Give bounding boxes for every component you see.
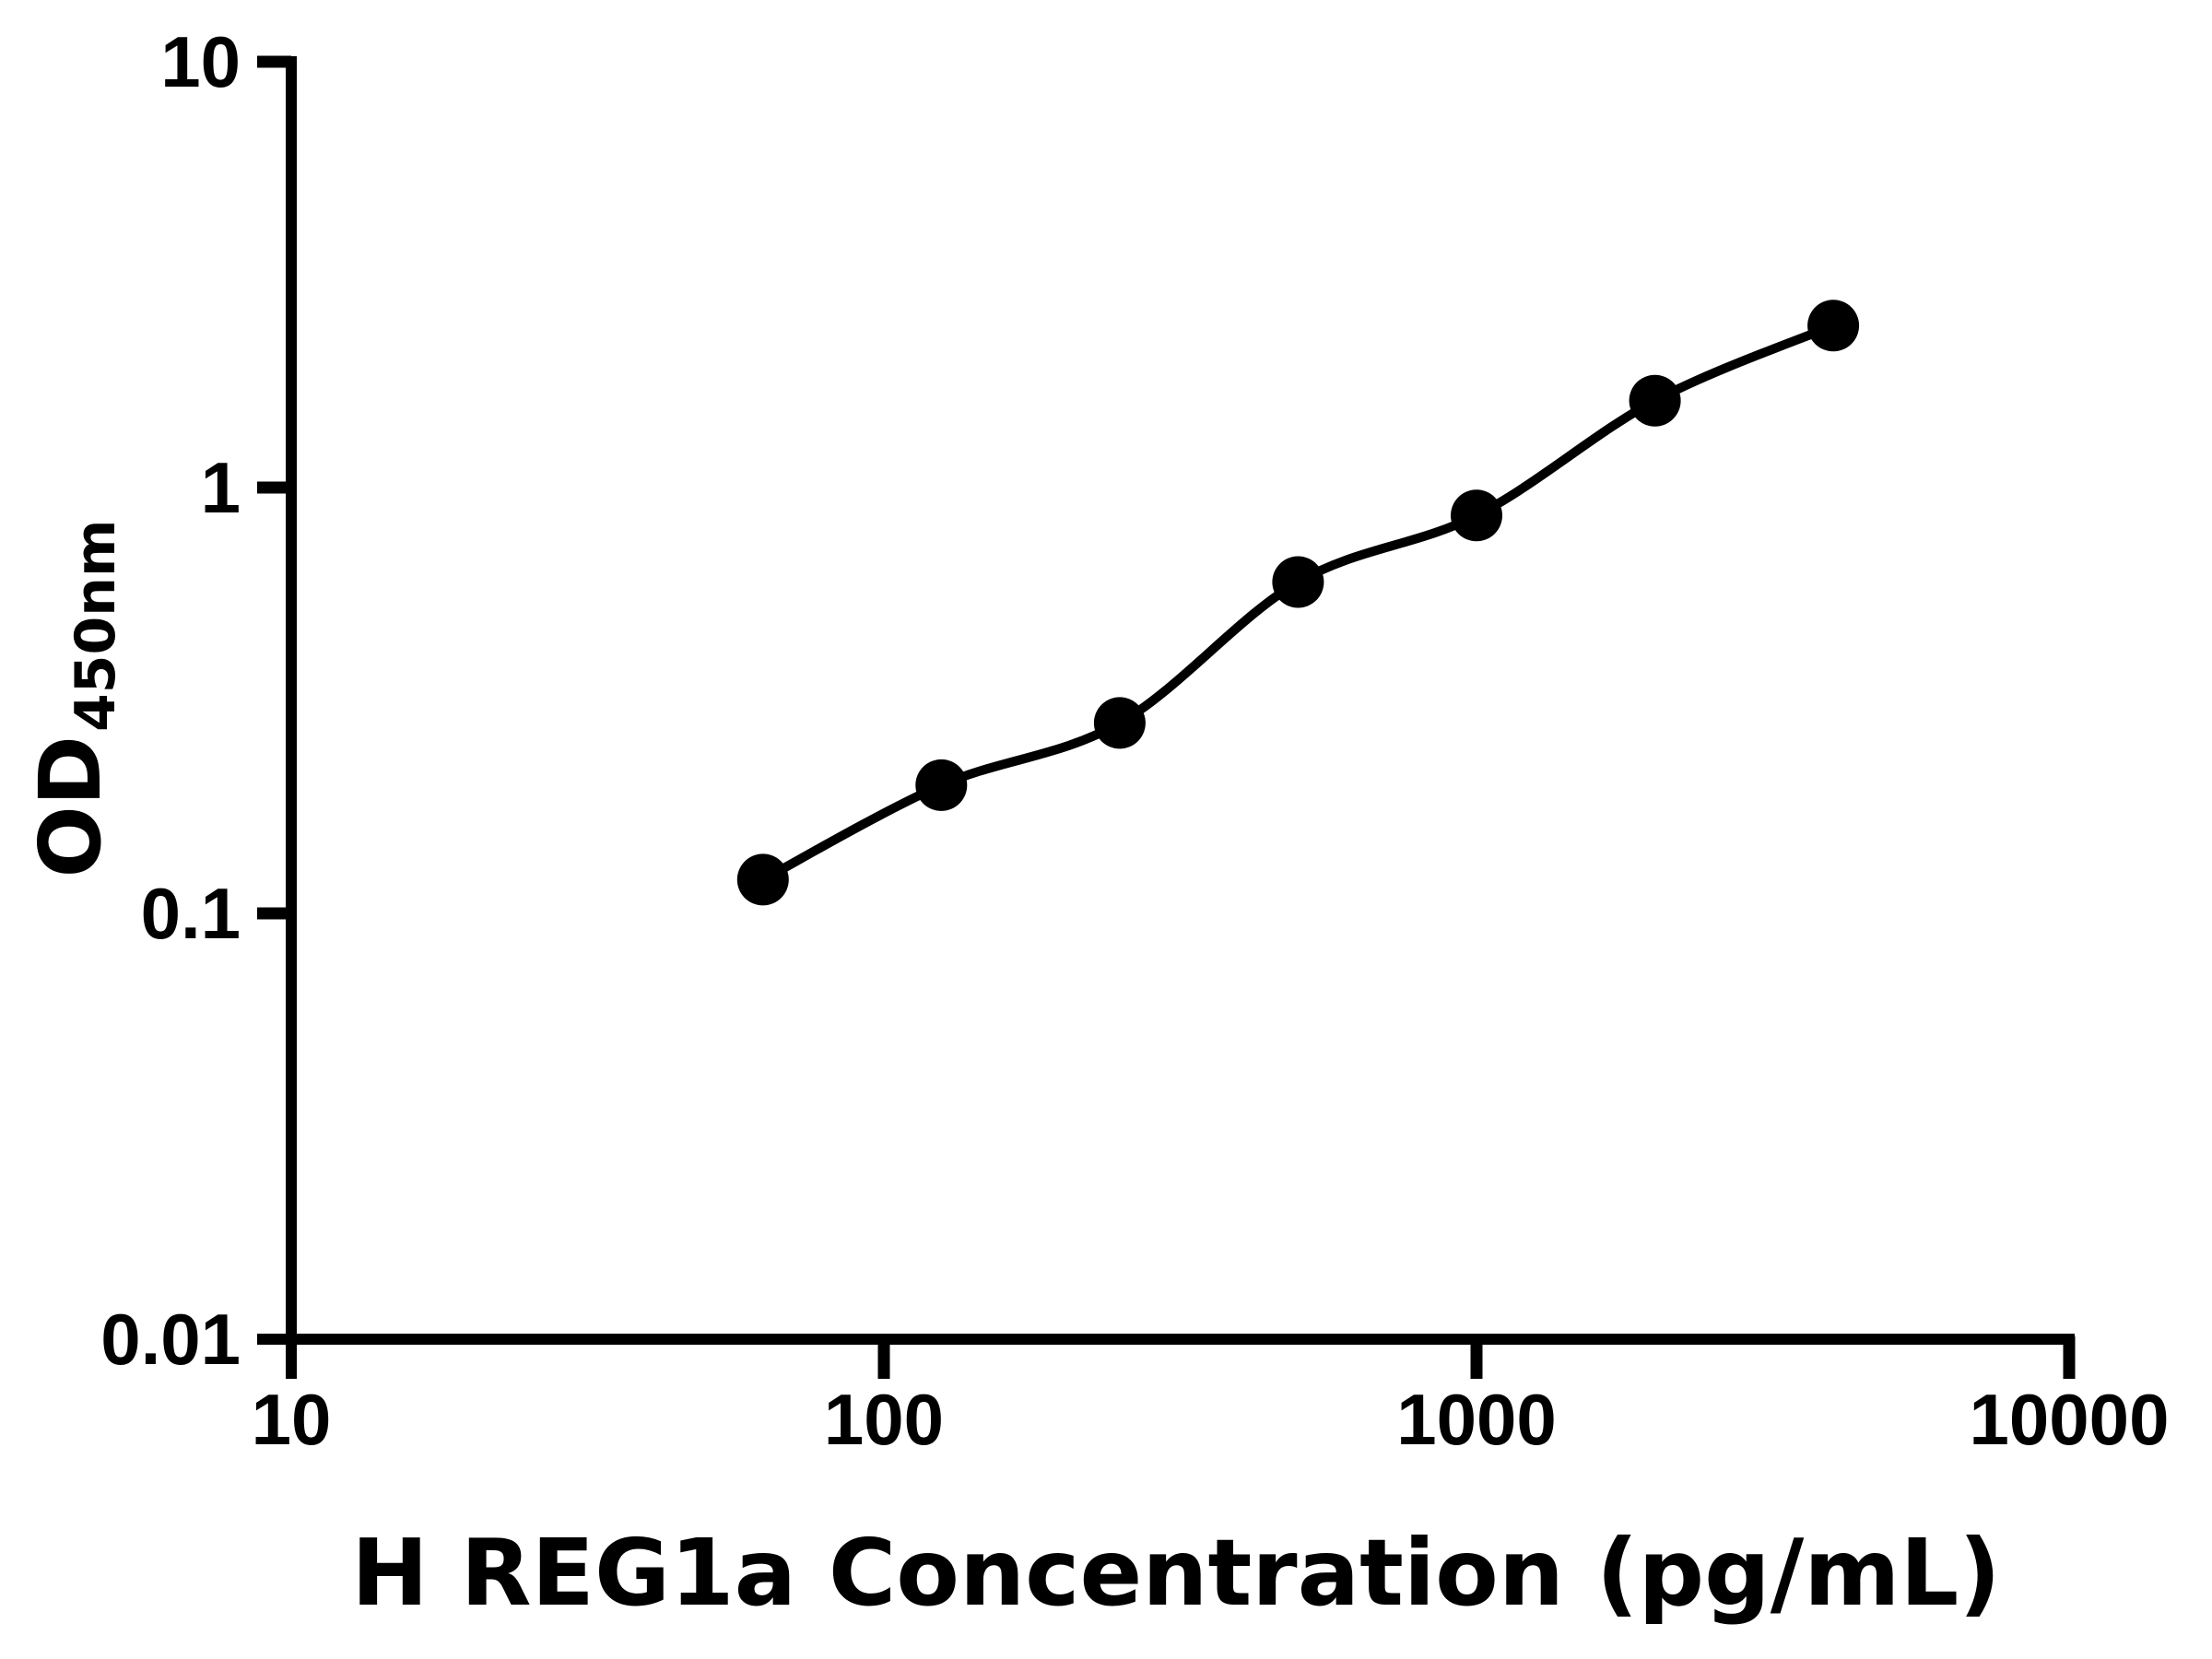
y-axis-title: OD 450nm bbox=[21, 519, 128, 877]
axes-layer bbox=[257, 55, 2076, 1379]
x-tick-label: 100 bbox=[824, 1379, 944, 1460]
y-tick-label: 1 bbox=[201, 447, 241, 528]
data-point-marker bbox=[736, 853, 789, 906]
data-point-marker bbox=[1272, 556, 1324, 608]
data-point-marker bbox=[1451, 489, 1502, 542]
y-axis-title-subscript: 450nm bbox=[64, 519, 128, 731]
data-point-marker bbox=[1093, 697, 1146, 749]
y-axis-title-main: OD bbox=[21, 735, 120, 878]
x-tick-label: 1000 bbox=[1396, 1379, 1557, 1460]
y-tick-label: 0.01 bbox=[100, 1299, 241, 1380]
data-point-marker bbox=[1629, 374, 1681, 427]
data-point-marker bbox=[915, 759, 968, 811]
y-tick-label: 0.1 bbox=[141, 873, 241, 954]
data-point-marker bbox=[1807, 300, 1860, 352]
x-tick-label: 10000 bbox=[1970, 1379, 2170, 1460]
x-axis-title: H REG1a Concentration (pg/mL) bbox=[351, 1519, 2001, 1627]
data-points-layer bbox=[736, 300, 1860, 906]
y-tick-label: 10 bbox=[160, 21, 241, 102]
x-tick-label: 10 bbox=[252, 1379, 332, 1460]
